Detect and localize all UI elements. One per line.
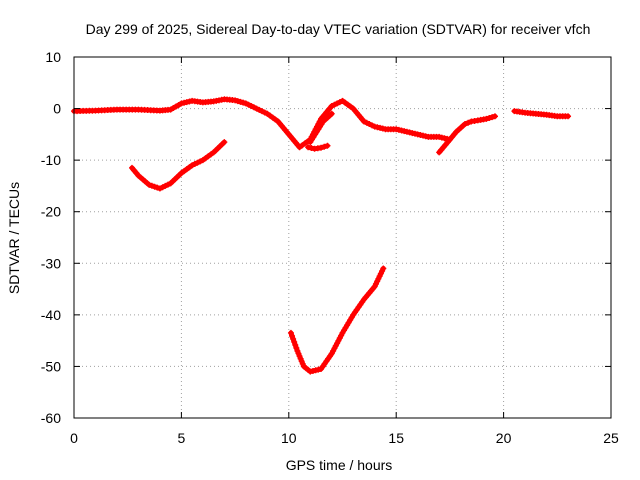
data-points (71, 96, 572, 375)
data-point (360, 118, 367, 125)
data-point (321, 143, 328, 150)
data-point (242, 100, 249, 107)
data-point (191, 161, 198, 168)
y-tick-labels: 10 0 -10 -20 -30 -40 -50 -60 (41, 49, 61, 426)
data-point (318, 144, 325, 151)
series-prn-e (307, 110, 335, 146)
x-tick-labels: 0 5 10 15 20 25 (70, 430, 619, 446)
data-point (492, 113, 499, 120)
data-point (221, 139, 228, 146)
data-point (328, 102, 335, 109)
data-point (256, 106, 263, 113)
x-tick-label: 0 (70, 430, 78, 446)
y-tick-label: -50 (41, 358, 61, 374)
x-axis-label: GPS time / hours (286, 457, 393, 473)
y-tick-label: -40 (41, 307, 61, 323)
series-trace (71, 96, 453, 150)
data-point (250, 104, 257, 111)
y-tick-label: -60 (41, 410, 61, 426)
y-tick-label: -20 (41, 204, 61, 220)
y-tick-label: 10 (45, 49, 61, 65)
data-point (290, 335, 297, 342)
data-point (305, 144, 312, 151)
axis-ticks (73, 56, 612, 419)
data-point (380, 265, 387, 272)
data-point (486, 115, 493, 122)
data-point (245, 101, 252, 108)
data-point (287, 329, 294, 336)
data-point (253, 105, 260, 112)
data-point (369, 122, 376, 129)
data-point (308, 145, 315, 152)
series-prn-d (305, 142, 331, 152)
data-point (366, 121, 373, 128)
data-point (291, 338, 298, 345)
data-point (328, 110, 335, 117)
data-point (164, 181, 171, 188)
y-tick-label: -10 (41, 152, 61, 168)
series-trace (288, 265, 386, 375)
series-prn-f (436, 113, 499, 156)
data-point (293, 344, 300, 351)
x-tick-label: 20 (496, 430, 512, 446)
data-point (292, 341, 299, 348)
data-point (565, 113, 572, 120)
data-point (237, 98, 244, 105)
data-point (331, 101, 338, 108)
data-point (151, 183, 158, 190)
data-point (363, 119, 370, 126)
y-tick-label: -30 (41, 255, 61, 271)
data-point (148, 182, 155, 189)
grid-lines (74, 57, 611, 418)
data-point (336, 99, 343, 106)
data-point (234, 98, 241, 105)
data-point (232, 97, 239, 104)
y-tick-label: 0 (53, 101, 61, 117)
data-point (465, 119, 472, 126)
data-point (154, 184, 161, 191)
x-tick-label: 10 (281, 430, 297, 446)
series-prn-g (511, 108, 572, 120)
data-point (461, 121, 468, 128)
data-point (248, 102, 255, 109)
data-point (489, 114, 496, 121)
data-point (197, 158, 204, 165)
x-tick-label: 25 (603, 430, 619, 446)
y-axis-label: SDTVAR / TECUs (6, 182, 22, 294)
x-tick-label: 5 (178, 430, 186, 446)
data-point (194, 159, 201, 166)
data-point (240, 99, 247, 106)
data-point (324, 142, 331, 149)
plot-frame (73, 56, 612, 419)
data-point (159, 184, 166, 191)
data-point (258, 108, 265, 115)
data-point (156, 185, 163, 192)
data-point (189, 162, 196, 169)
data-point (334, 100, 341, 107)
series-prn-a (71, 96, 453, 151)
data-point (261, 109, 268, 116)
chart-title: Day 299 of 2025, Sidereal Day-to-day VTE… (86, 21, 591, 37)
data-point (162, 182, 169, 189)
x-tick-label: 15 (388, 430, 404, 446)
data-point (289, 332, 296, 339)
data-point (483, 115, 490, 122)
series-prn-b (128, 139, 228, 192)
series-prn-c (287, 265, 387, 375)
data-point (146, 181, 153, 188)
